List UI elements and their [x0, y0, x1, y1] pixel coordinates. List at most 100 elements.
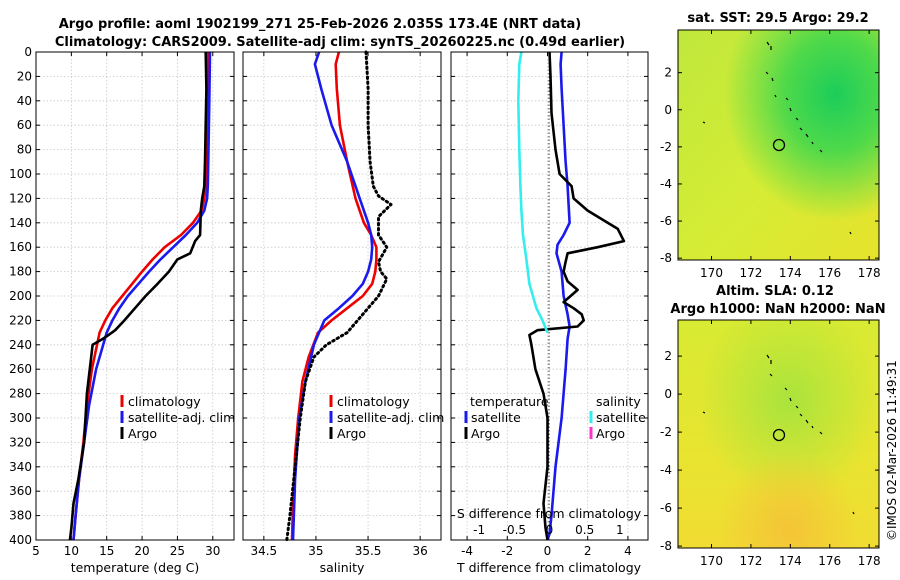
top-x-tick-label: -0.5	[503, 523, 526, 537]
temperature-gridlines	[35, 52, 234, 540]
sla-map-ticks: 170 172 174 176 178 2 0 -2 -4 -6 -8	[660, 320, 881, 568]
legend-label-argo: Argo	[337, 426, 366, 441]
map-x-tick-label: 178	[858, 554, 881, 568]
y-tick-label: 220	[9, 313, 32, 327]
salinity-legend: climatology satellite-adj. clim Argo	[329, 394, 444, 441]
y-tick-label: 0	[24, 45, 32, 59]
figure-title-line2: Climatology: CARS2009. Satellite-adj cli…	[55, 35, 625, 50]
legend-label-s-satellite: satellite	[596, 410, 646, 425]
legend-label-satellite-adj: satellite-adj. clim	[128, 410, 235, 425]
legend-label-t-satellite: satellite	[471, 410, 521, 425]
sst-map-panel: 170 172 174 176 178 2 0 -2 -4 -6 -8	[660, 29, 881, 280]
series-line-t-satellite	[546, 51, 571, 541]
temperature-panel: 0 20 40 60 80 100 120 140 160 180 200 220 240 260 280 3…	[9, 45, 235, 575]
map-y-tick-label: 2	[664, 66, 672, 80]
island-outline	[702, 354, 855, 515]
salinity-gridlines	[243, 52, 441, 540]
sst-argo-location-marker	[772, 138, 786, 152]
x-tick-label: -2	[501, 544, 513, 558]
y-tick-label: 380	[9, 509, 32, 523]
sla-map-title-line2: Argo h1000: NaN h2000: NaN	[670, 302, 885, 317]
x-tick-label: 20	[134, 544, 149, 558]
map-y-tick-label: -2	[660, 140, 672, 154]
y-tick-label: 40	[17, 94, 32, 108]
salinity-panel: 34.5 35 35.5 36 salinity climatology satell…	[242, 50, 444, 575]
sst-map-title: sat. SST: 29.5 Argo: 29.2	[687, 11, 868, 26]
y-tick-label: 180	[9, 265, 32, 279]
x-tick-label: 4	[624, 544, 632, 558]
map-y-tick-label: -2	[660, 425, 672, 439]
map-y-tick-label: -6	[660, 214, 672, 228]
salinity-x-axis-label: salinity	[320, 560, 365, 575]
map-x-tick-label: 170	[700, 554, 723, 568]
x-tick-label: 15	[99, 544, 114, 558]
difference-gridlines	[451, 52, 648, 540]
map-y-tick-label: 0	[664, 387, 672, 401]
difference-top-axis-label: S difference from climatology	[457, 506, 642, 521]
map-x-tick-label: 176	[818, 554, 841, 568]
legend-label-climatology: climatology	[128, 394, 201, 409]
series-line-argo	[285, 50, 393, 542]
top-x-tick-label: -1	[473, 523, 485, 537]
legend-label-s-argo: Argo	[596, 426, 625, 441]
sst-map-ticks: 170 172 174 176 178 2 0 -2 -4 -6 -8	[660, 30, 881, 280]
sst-map-frame	[677, 29, 880, 261]
temperature-legend: climatology satellite-adj. clim Argo	[120, 394, 235, 441]
x-tick-label: 10	[64, 544, 79, 558]
series-line-s-satellite	[516, 51, 549, 334]
map-x-tick-label: 172	[739, 554, 762, 568]
map-y-tick-label: 2	[664, 349, 672, 363]
y-tick-label: 200	[9, 289, 32, 303]
y-tick-label: 160	[9, 240, 32, 254]
y-tick-label: 300	[9, 411, 32, 425]
map-y-tick-label: -8	[660, 539, 672, 553]
difference-x-axis-label: T difference from climatology	[456, 560, 642, 575]
y-tick-label: 140	[9, 216, 32, 230]
difference-legend: temperature satellite Argo salinity sate…	[464, 394, 646, 441]
top-x-tick-label: 1	[616, 523, 624, 537]
figure-title-line1: Argo profile: aoml 1902199_271 25-Feb-20…	[59, 17, 581, 32]
map-x-tick-label: 174	[779, 554, 802, 568]
imos-timestamp-label: ©IMOS 02-Mar-2026 11:49:31	[885, 360, 899, 541]
x-tick-label: 30	[205, 544, 220, 558]
x-tick-label: 35	[308, 544, 323, 558]
sla-argo-location-marker	[772, 428, 786, 442]
x-tick-label: 5	[32, 544, 40, 558]
difference-panel: -4 -2 0 2 4 -1 -0.5 0 0.5 1 T difference from cli…	[450, 51, 649, 575]
sst-map-warm-pool	[678, 30, 879, 260]
x-tick-label: -4	[461, 544, 473, 558]
x-tick-label: 25	[170, 544, 185, 558]
y-tick-label: 260	[9, 362, 32, 376]
top-x-tick-label: 0	[546, 523, 554, 537]
map-x-tick-label: 172	[739, 266, 762, 280]
y-tick-label: 80	[17, 143, 32, 157]
x-tick-label: 2	[584, 544, 592, 558]
y-tick-label: 340	[9, 460, 32, 474]
map-x-tick-label: 170	[700, 266, 723, 280]
temperature-series	[68, 51, 212, 541]
legend-title-salinity: salinity	[596, 394, 641, 409]
y-tick-label: 120	[9, 191, 32, 205]
x-tick-label: 36	[413, 544, 428, 558]
temperature-ticks: 0 20 40 60 80 100 120 140 160 180 200 220 240 260 280 3…	[9, 45, 234, 558]
map-y-tick-label: -4	[660, 463, 672, 477]
y-tick-label: 320	[9, 435, 32, 449]
map-x-tick-label: 176	[818, 266, 841, 280]
map-y-tick-label: -8	[660, 251, 672, 265]
series-line-satellite-adj-clim	[72, 51, 212, 541]
sla-map-high-anomaly	[678, 320, 879, 548]
map-y-tick-label: -4	[660, 177, 672, 191]
sla-map-frame	[677, 319, 880, 549]
y-tick-label: 360	[9, 484, 32, 498]
island-outline	[702, 41, 852, 235]
series-line-t-argo	[528, 51, 626, 541]
legend-label-argo: Argo	[128, 426, 157, 441]
map-y-tick-label: 0	[664, 103, 672, 117]
legend-label-satellite-adj: satellite-adj. clim	[337, 410, 444, 425]
sla-map-islands	[702, 354, 855, 515]
y-tick-label: 20	[17, 69, 32, 83]
difference-series	[516, 51, 626, 541]
x-tick-label: 35.5	[355, 544, 382, 558]
y-tick-label: 400	[9, 533, 32, 547]
